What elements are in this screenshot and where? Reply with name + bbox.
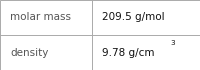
- Text: 209.5 g/mol: 209.5 g/mol: [102, 13, 165, 22]
- Text: 3: 3: [171, 40, 175, 46]
- Text: 9.78 g/cm: 9.78 g/cm: [102, 48, 154, 57]
- Text: density: density: [10, 48, 48, 57]
- Text: molar mass: molar mass: [10, 13, 71, 22]
